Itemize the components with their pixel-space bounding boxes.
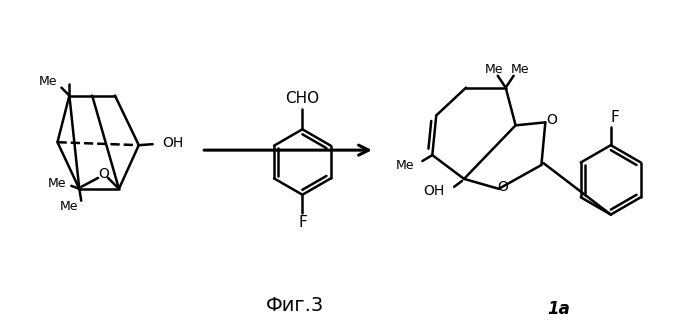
Text: Me: Me	[396, 158, 414, 172]
Text: 1a: 1a	[547, 300, 570, 318]
Text: Me: Me	[38, 75, 57, 88]
Text: OH: OH	[423, 184, 445, 198]
Text: Me: Me	[484, 63, 503, 76]
Text: Me: Me	[60, 200, 78, 213]
Text: OH: OH	[162, 136, 184, 150]
Text: O: O	[497, 180, 508, 194]
Text: Me: Me	[510, 63, 528, 76]
Text: CHO: CHO	[286, 91, 319, 106]
Text: Фиг.3: Фиг.3	[266, 296, 325, 315]
Text: O: O	[546, 114, 556, 127]
Text: F: F	[298, 215, 307, 230]
Text: Me: Me	[48, 177, 66, 190]
Text: F: F	[610, 110, 619, 125]
Text: O: O	[99, 167, 109, 181]
